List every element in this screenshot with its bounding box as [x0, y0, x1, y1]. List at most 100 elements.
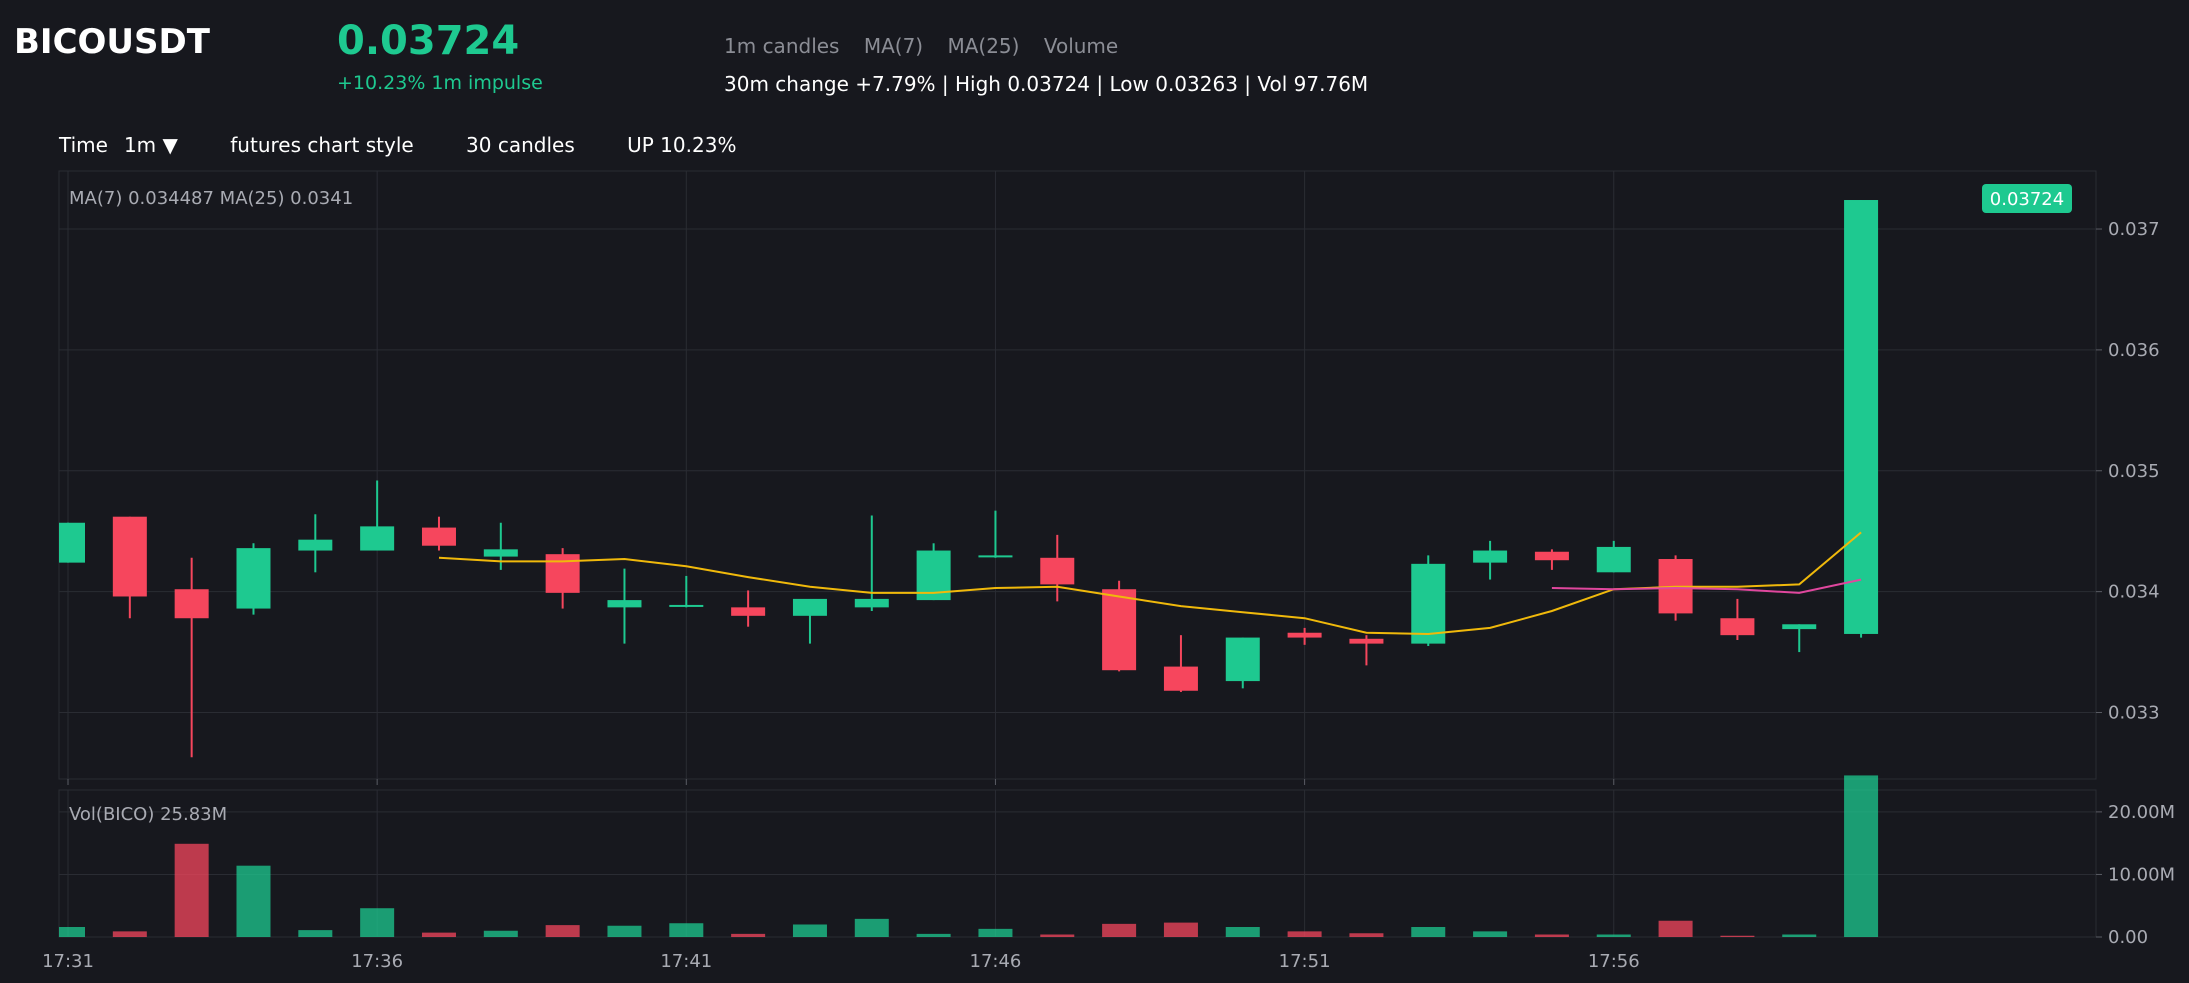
candle-body — [854, 598, 889, 608]
candle — [978, 510, 1013, 558]
volume-bar — [59, 926, 85, 937]
time-tick-label: 17:56 — [1588, 951, 1640, 972]
candle — [731, 590, 766, 627]
candle — [360, 480, 395, 551]
candle — [1473, 540, 1508, 580]
price-tick-label: 0.037 — [2108, 219, 2160, 240]
chart-style-label[interactable]: futures chart style — [230, 133, 414, 157]
candle — [1720, 598, 1755, 640]
candle — [1844, 200, 1879, 638]
volume-bar — [607, 925, 642, 937]
price-tick-label: 0.034 — [2108, 582, 2160, 603]
candle-count-label: 30 candles — [466, 133, 575, 157]
candle — [607, 568, 642, 644]
candle-body — [483, 549, 518, 557]
volume-bar — [360, 908, 395, 937]
candle-body — [1411, 563, 1446, 644]
price-tick-label: 0.033 — [2108, 703, 2160, 724]
candle — [1782, 624, 1817, 653]
candle-body — [1596, 546, 1631, 573]
candle-body — [669, 604, 704, 607]
volume-bar — [1102, 923, 1137, 937]
last-price-badge-text: 0.03724 — [1990, 189, 2064, 210]
indicator-ma7[interactable]: MA(7) — [863, 34, 924, 58]
candle — [1040, 534, 1075, 602]
indicator-volume[interactable]: Volume — [1043, 34, 1119, 58]
volume-bar — [1473, 931, 1508, 937]
candle — [1163, 635, 1198, 692]
candle — [669, 575, 704, 608]
volume-bar — [916, 933, 951, 937]
volume-bar — [1534, 934, 1569, 937]
volume-bar — [792, 924, 827, 937]
candle-body — [1287, 632, 1322, 638]
ma-legend: MA(7) 0.034487 MA(25) 0.0341 — [69, 188, 353, 209]
candle-body — [421, 527, 456, 546]
timeframe-dropdown[interactable]: 1m ▼ — [123, 133, 178, 157]
volume-bar — [1782, 934, 1817, 937]
candle-body — [1720, 618, 1755, 636]
volume-bar — [1287, 931, 1322, 937]
candle — [59, 522, 85, 563]
volume-bar — [112, 931, 147, 937]
impulse-change: +10.23% 1m impulse — [337, 72, 543, 94]
price-pane-frame — [58, 170, 2097, 780]
volume-bar — [1720, 935, 1755, 937]
candle — [854, 515, 889, 611]
candle-body — [174, 589, 209, 619]
time-tick-label: 17:46 — [970, 951, 1022, 972]
volume-bar — [978, 928, 1013, 937]
price-tick-label: 0.035 — [2108, 461, 2160, 482]
candle-body — [1534, 551, 1569, 561]
ma7-line — [438, 531, 1862, 636]
candle — [236, 543, 271, 615]
candle-body — [1782, 624, 1817, 630]
volume-bar — [236, 865, 271, 937]
volume-bar — [1040, 934, 1075, 937]
candle — [1287, 627, 1322, 645]
volume-bar — [483, 930, 518, 937]
candle-body — [1040, 557, 1075, 585]
volume-bar — [1844, 775, 1879, 937]
change-indicator: UP 10.23% — [627, 133, 737, 157]
volume-bar — [421, 932, 456, 937]
candle-body — [59, 522, 85, 563]
indicator-list: 1m candles MA(7) MA(25) Volume — [724, 34, 1136, 58]
candle — [1225, 637, 1260, 689]
volume-bar — [1658, 920, 1693, 937]
volume-bar — [1163, 922, 1198, 937]
candle — [1596, 540, 1631, 573]
volume-bar — [731, 933, 766, 937]
time-tick-label: 17:31 — [42, 951, 94, 972]
volume-bar — [1411, 926, 1446, 937]
chart-toolbar: Time 1m ▼ futures chart style 30 candles … — [59, 133, 782, 157]
candle-body — [1225, 637, 1260, 682]
time-label: Time — [59, 133, 108, 157]
candle — [1102, 580, 1137, 672]
indicator-ma25[interactable]: MA(25) — [947, 34, 1020, 58]
candle-body — [607, 600, 642, 608]
volume-bar — [1349, 933, 1384, 937]
candle — [1411, 555, 1446, 647]
volume-legend: Vol(BICO) 25.83M — [69, 804, 227, 825]
candle-body — [1102, 589, 1137, 671]
volume-bar — [545, 925, 580, 937]
time-tick-label: 17:41 — [660, 951, 712, 972]
candle — [545, 548, 580, 609]
volume-bar — [174, 843, 209, 937]
candle-body — [1349, 638, 1384, 644]
candle-body — [792, 598, 827, 616]
volume-bar — [669, 923, 704, 937]
time-control: Time 1m ▼ — [59, 133, 178, 157]
stats-line: 30m change +7.79% | High 0.03724 | Low 0… — [724, 72, 1369, 96]
candle — [174, 557, 209, 758]
time-tick-label: 17:51 — [1279, 951, 1331, 972]
candle — [1349, 635, 1384, 666]
volume-bar — [1596, 934, 1631, 937]
candle — [792, 598, 827, 644]
candle-body — [731, 607, 766, 616]
volume-tick-label: 0.00 — [2108, 927, 2148, 948]
candle-body — [1163, 666, 1198, 691]
indicator-candles[interactable]: 1m candles — [724, 34, 840, 58]
